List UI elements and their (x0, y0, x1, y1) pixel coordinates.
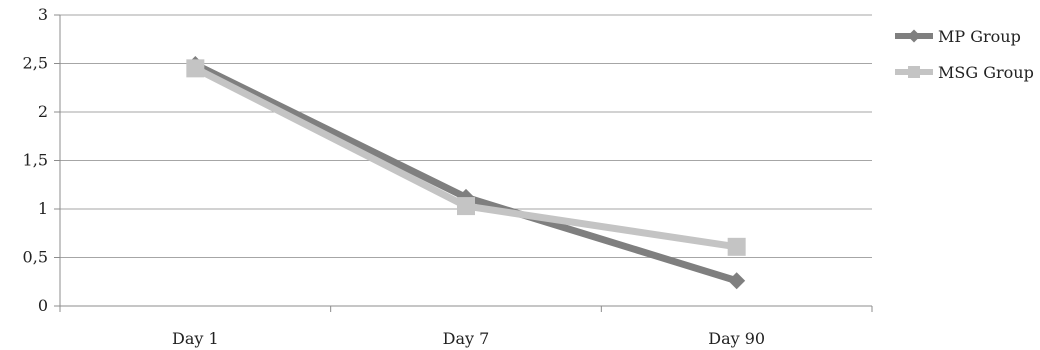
series-line-1 (191, 60, 741, 285)
y-tick-label: 1 (38, 199, 48, 218)
legend-label: MP Group (938, 27, 1021, 46)
data-point-series-2 (727, 237, 746, 256)
y-axis-ticks: 0 0,5 1 1,5 2 2,5 3 (23, 5, 60, 315)
series-layer (186, 55, 746, 290)
legend-marker (908, 66, 920, 78)
data-point-series-2 (186, 59, 205, 78)
legend: MP Group MSG Group (895, 27, 1034, 82)
y-tick-label: 0,5 (23, 248, 48, 267)
y-tick-label: 0 (38, 296, 48, 315)
y-tick-label: 2,5 (23, 54, 48, 73)
x-axis-ticks: Day 1 Day 7 Day 90 (59, 306, 873, 348)
gridlines (60, 14, 872, 258)
series-line-2 (191, 64, 741, 251)
y-tick-label: 2 (38, 102, 48, 121)
legend-label: MSG Group (938, 63, 1034, 82)
x-tick-label: Day 1 (172, 329, 219, 348)
legend-marker (907, 29, 921, 43)
x-tick-label: Day 90 (708, 329, 765, 348)
x-tick-label: Day 7 (443, 329, 490, 348)
data-point-series-2 (457, 197, 475, 216)
y-tick-label: 1,5 (23, 151, 48, 170)
y-tick-label: 3 (38, 5, 48, 24)
data-point-series-1 (728, 272, 746, 290)
